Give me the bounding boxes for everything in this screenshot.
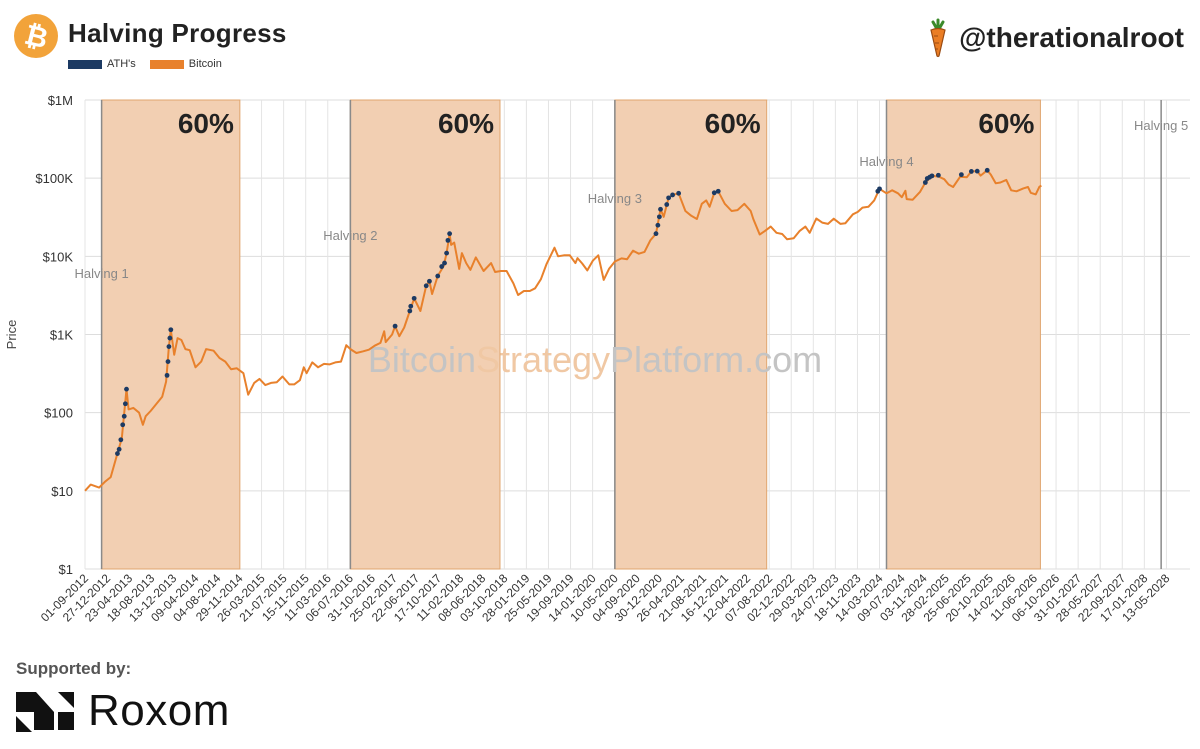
legend-swatch-ath: [68, 59, 102, 69]
y-axis-label: Price: [4, 320, 19, 350]
legend-item-bitcoin[interactable]: Bitcoin: [149, 58, 222, 70]
y-tick-label: $10K: [43, 249, 74, 264]
y-tick-label: $10: [51, 484, 73, 499]
cycle-progress-label: 60%: [705, 108, 761, 139]
ath-point: [935, 172, 941, 178]
bitcoin-logo-icon: ₿: [14, 14, 58, 58]
halving-label: Halving 2: [323, 228, 377, 243]
supported-by-label: Supported by:: [16, 659, 132, 678]
ath-point: [439, 264, 445, 269]
sponsor-name: Roxom: [88, 686, 230, 735]
ath-point: [974, 168, 980, 174]
halving-label: Halving 5: [1134, 118, 1188, 133]
ath-point: [166, 344, 172, 350]
legend-label-ath: ATH's: [107, 58, 136, 70]
ath-point: [664, 202, 670, 207]
halving-progress-chart: 60% 60% 60% 60% Halving 1 Halving 2 Halving 3…: [4, 93, 1190, 625]
chart-series: [84, 167, 1042, 492]
halving-label: Halving 4: [859, 154, 913, 169]
ath-point: [164, 372, 170, 378]
ath-point: [115, 451, 120, 456]
watermark: BitcoinStrategyPlatform.com: [368, 339, 822, 380]
halving-cycle-region: [349, 99, 501, 570]
ath-point: [968, 169, 974, 174]
ath-point: [427, 278, 432, 284]
ath-point: [168, 327, 174, 333]
cycle-progress-label: 60%: [438, 108, 494, 139]
carrot-icon: [930, 18, 946, 58]
ath-point: [442, 260, 447, 266]
watermark-text: BitcoinStrategyPlatform.com: [368, 339, 822, 380]
halving-cycle-region: [885, 99, 1041, 570]
author-handle-text: @therationalroot: [959, 22, 1184, 53]
y-tick-label: $100K: [35, 171, 73, 186]
ath-point: [444, 250, 450, 256]
ath-point: [715, 188, 721, 194]
ath-point: [658, 206, 663, 212]
halving-cycle-region: [614, 99, 768, 570]
y-tick-label: $1K: [50, 328, 73, 343]
ath-point: [656, 214, 662, 220]
cycle-progress-label: 60%: [178, 108, 234, 139]
halving-label: Halving 3: [588, 191, 642, 206]
y-tick-label: $100: [44, 406, 73, 421]
ath-point: [655, 222, 661, 228]
ath-point: [666, 195, 672, 201]
legend-label-bitcoin: Bitcoin: [188, 58, 222, 70]
ath-point: [447, 231, 453, 237]
bitcoin-price-line: [84, 169, 1042, 492]
ath-point: [121, 413, 127, 419]
y-tick-label: $1M: [48, 93, 73, 108]
ath-point: [116, 446, 122, 452]
ath-point: [676, 190, 682, 196]
ath-point: [408, 303, 414, 309]
chart-title: Halving Progress: [68, 18, 287, 48]
ath-point: [118, 437, 124, 443]
cycle-progress-label: 60%: [978, 108, 1034, 139]
ath-point: [877, 186, 882, 192]
ath-point: [122, 401, 128, 407]
ath-point: [392, 323, 398, 329]
ath-point: [165, 359, 171, 365]
ath-point: [653, 231, 659, 237]
roxom-logo-icon: [16, 692, 74, 732]
sponsor-logo[interactable]: Roxom: [14, 686, 230, 736]
ath-point: [929, 173, 935, 179]
ath-point: [984, 167, 990, 173]
ath-point: [711, 190, 717, 196]
ath-point: [423, 283, 429, 289]
ath-point: [407, 308, 413, 314]
ath-point: [958, 172, 964, 178]
chart-legend: ATH's Bitcoin: [68, 58, 236, 70]
ath-point: [411, 295, 417, 301]
ath-point: [124, 386, 129, 392]
y-tick-label: $1: [59, 562, 73, 577]
halving-markers: Halving 1 Halving 2 Halving 3 Halving 4 Halv…: [74, 100, 1188, 569]
ath-point: [435, 273, 441, 279]
legend-item-ath[interactable]: ATH's: [68, 58, 136, 70]
ath-point: [670, 192, 675, 198]
halving-label: Halving 1: [74, 266, 128, 281]
author-handle: @therationalroot: [923, 18, 1184, 58]
ath-point: [445, 237, 451, 243]
halving-cycle-shading: 60% 60% 60% 60%: [101, 99, 1041, 570]
ath-point: [167, 335, 173, 341]
legend-swatch-bitcoin: [149, 59, 184, 69]
ath-point: [922, 180, 928, 185]
ath-point: [120, 422, 126, 428]
